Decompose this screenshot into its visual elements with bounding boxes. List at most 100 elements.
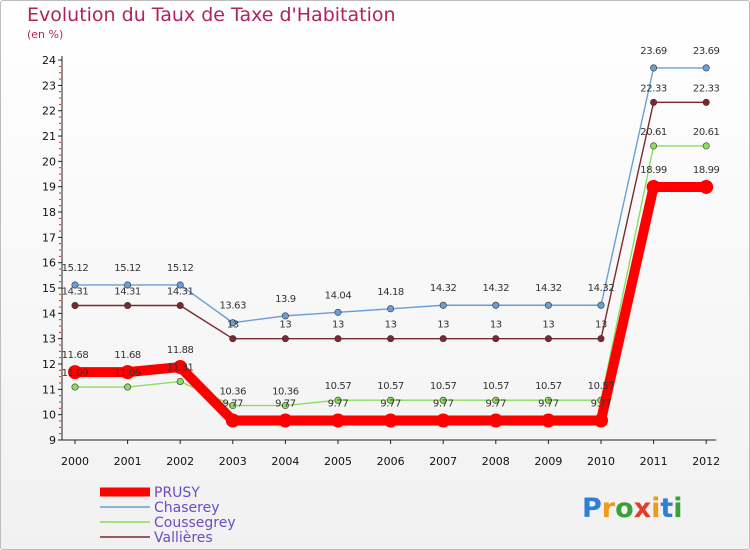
y-tick-label: 16 xyxy=(42,257,56,270)
data-point-prusy xyxy=(120,365,135,380)
data-label-chaserey: 15.12 xyxy=(62,263,89,274)
data-point-coussegrey xyxy=(229,402,237,410)
x-tick-label: 2009 xyxy=(534,455,562,468)
data-point-coussegrey xyxy=(702,142,710,150)
data-point-prusy xyxy=(383,413,398,428)
data-label-coussegrey: 10.57 xyxy=(430,381,457,392)
data-point-prusy xyxy=(488,413,503,428)
data-label-vallières: 13 xyxy=(595,320,607,331)
data-label-prusy: 11.68 xyxy=(114,350,141,361)
data-point-chaserey xyxy=(176,281,184,289)
data-label-coussegrey: 10.36 xyxy=(272,387,299,398)
chart-series xyxy=(68,64,714,428)
data-point-chaserey xyxy=(229,319,237,327)
data-point-prusy xyxy=(278,413,293,428)
data-point-vallières xyxy=(650,98,658,106)
data-point-chaserey xyxy=(597,301,605,309)
data-label-coussegrey: 11.31 xyxy=(167,362,194,373)
data-label-chaserey: 15.12 xyxy=(114,263,141,274)
data-label-prusy: 18.99 xyxy=(640,165,667,176)
data-point-vallières xyxy=(597,335,605,343)
data-point-chaserey xyxy=(71,281,79,289)
data-point-chaserey xyxy=(124,281,132,289)
legend-label-prusy: PRUSY xyxy=(154,485,200,501)
chart-title: Evolution du Taux de Taxe d'Habitation xyxy=(27,4,396,26)
y-tick-label: 18 xyxy=(42,206,56,219)
data-label-coussegrey: 10.57 xyxy=(482,381,509,392)
data-label-coussegrey: 20.61 xyxy=(640,127,667,138)
data-point-coussegrey xyxy=(650,142,658,150)
x-tick-label: 2004 xyxy=(271,455,299,468)
chart-data-labels: 11.68 11.68 11.88 9.77 9.77 9.77 9.77 9.77 9.77 9… xyxy=(62,46,720,410)
x-tick-label: 2005 xyxy=(324,455,352,468)
data-label-coussegrey: 10.57 xyxy=(535,381,562,392)
data-label-chaserey: 14.18 xyxy=(377,287,404,298)
x-tick-label: 2007 xyxy=(429,455,457,468)
data-label-vallières: 14.31 xyxy=(167,286,194,297)
data-point-vallières xyxy=(124,301,132,309)
data-point-coussegrey xyxy=(176,377,184,385)
data-point-vallières xyxy=(71,301,79,309)
data-point-chaserey xyxy=(387,305,395,313)
data-label-chaserey: 14.32 xyxy=(430,283,457,294)
data-point-vallières xyxy=(176,301,184,309)
data-label-vallières: 13 xyxy=(385,320,397,331)
data-point-chaserey xyxy=(544,301,552,309)
data-point-prusy xyxy=(699,179,714,194)
data-label-prusy: 9.77 xyxy=(380,398,401,409)
data-label-coussegrey: 10.36 xyxy=(219,387,246,398)
data-label-vallières: 14.31 xyxy=(62,286,89,297)
data-label-chaserey: 23.69 xyxy=(693,46,720,57)
chart-unit-label: (en %) xyxy=(27,28,64,41)
data-point-coussegrey xyxy=(439,396,447,404)
y-tick-label: 12 xyxy=(42,358,56,371)
data-label-chaserey: 23.69 xyxy=(640,46,667,57)
y-tick-label: 20 xyxy=(42,155,56,168)
legend-label-coussegrey: Coussegrey xyxy=(154,515,236,531)
data-point-vallières xyxy=(387,335,395,343)
data-label-vallières: 13 xyxy=(279,320,291,331)
data-label-vallières: 22.33 xyxy=(640,83,667,94)
y-tick-label: 19 xyxy=(42,181,56,194)
data-label-chaserey: 13.9 xyxy=(275,294,296,305)
proxiti-logo-text: Proxiti xyxy=(582,493,683,524)
data-label-coussegrey: 11.09 xyxy=(114,368,141,379)
data-point-chaserey xyxy=(439,301,447,309)
y-tick-label: 14 xyxy=(42,307,56,320)
data-point-vallières xyxy=(492,335,500,343)
data-point-vallières xyxy=(544,335,552,343)
data-point-coussegrey xyxy=(544,396,552,404)
data-point-vallières xyxy=(229,335,237,343)
data-label-prusy: 11.88 xyxy=(167,345,194,356)
data-point-prusy xyxy=(436,413,451,428)
data-label-prusy: 11.68 xyxy=(62,350,89,361)
data-label-coussegrey: 20.61 xyxy=(693,127,720,138)
data-label-vallières: 13 xyxy=(332,320,344,331)
data-point-prusy xyxy=(594,413,608,428)
data-label-prusy: 9.77 xyxy=(485,398,506,409)
data-point-coussegrey xyxy=(492,396,500,404)
data-point-chaserey xyxy=(334,308,342,316)
x-tick-label: 2001 xyxy=(114,455,142,468)
data-point-chaserey xyxy=(492,301,500,309)
proxiti-logo: Proxiti xyxy=(582,493,683,524)
data-point-prusy xyxy=(225,413,240,428)
y-tick-label: 11 xyxy=(42,383,56,396)
y-tick-label: 13 xyxy=(42,333,56,346)
y-tick-label: 23 xyxy=(42,79,56,92)
series-line-vallières xyxy=(75,101,707,340)
data-label-prusy: 9.77 xyxy=(433,398,454,409)
data-point-prusy xyxy=(331,413,345,428)
x-tick-label: 2006 xyxy=(377,455,405,468)
data-point-coussegrey xyxy=(387,396,395,404)
legend-label-vallières: Vallières xyxy=(154,530,213,546)
data-label-chaserey: 13.63 xyxy=(219,301,246,312)
data-label-prusy: 9.77 xyxy=(538,398,559,409)
data-point-chaserey xyxy=(702,64,710,72)
data-point-prusy xyxy=(173,360,188,375)
data-point-prusy xyxy=(541,413,556,428)
data-point-prusy xyxy=(646,179,661,194)
